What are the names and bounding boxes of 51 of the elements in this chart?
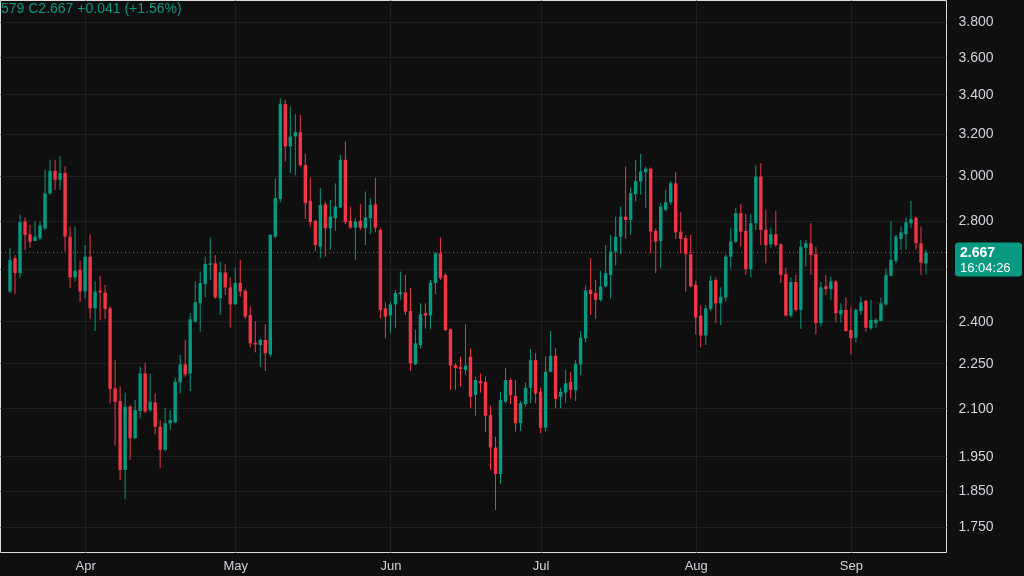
candlestick — [93, 280, 97, 332]
candlestick — [178, 354, 182, 394]
y-tick-label: 3.000 — [958, 167, 994, 184]
ref-line-label: 2.667 — [960, 243, 996, 260]
candlestick — [598, 270, 603, 303]
candlestick — [348, 206, 353, 230]
candlestick — [373, 177, 378, 233]
y-tick-label: 3.800 — [958, 13, 994, 30]
candlestick — [398, 271, 403, 301]
y-tick-label: 1.750 — [958, 518, 994, 535]
y-tick-label: 3.200 — [958, 125, 994, 142]
candlestick — [593, 279, 598, 320]
candlestick — [158, 419, 162, 469]
candlestick — [769, 227, 773, 249]
y-tick-label: 2.400 — [958, 312, 994, 329]
x-tick-label: Sep — [839, 557, 863, 573]
candlestick — [58, 155, 62, 191]
y-tick-label: 3.600 — [958, 48, 994, 65]
y-tick-label: 2.100 — [958, 399, 994, 416]
text: 16:04:26 — [960, 259, 1011, 275]
candlestick — [829, 276, 833, 301]
y-tick-label: 1.950 — [958, 447, 994, 464]
candlestick — [664, 189, 668, 213]
candlestick — [148, 372, 152, 413]
y-tick-label: 2.800 — [958, 212, 994, 229]
candlestick — [78, 260, 82, 303]
candlestick — [13, 254, 17, 295]
x-tick-label: Jun — [380, 557, 402, 573]
candlestick — [654, 227, 658, 274]
x-tick-label: Apr — [75, 557, 97, 573]
y-tick-label: 3.400 — [958, 85, 994, 102]
candlestick — [764, 209, 768, 264]
candlestick — [563, 369, 568, 404]
candlestick — [839, 302, 843, 323]
x-tick-label: May — [223, 557, 249, 573]
candlestick — [183, 339, 187, 378]
candlestick — [53, 159, 57, 191]
candlestick — [824, 274, 828, 296]
x-tick-label: Jul — [532, 557, 550, 573]
candlestick — [388, 301, 393, 334]
candlestick — [238, 259, 242, 298]
annotation: 579 C2.667 +0.041 (+1.56%) — [1, 0, 182, 16]
x-tick-label: Aug — [684, 557, 708, 573]
candlestick — [383, 301, 388, 339]
y-tick-label: 2.250 — [958, 354, 994, 371]
candlestick — [739, 203, 743, 248]
candlestick — [48, 159, 52, 196]
y-tick-label: 1.850 — [958, 482, 994, 499]
candlestick — [423, 302, 428, 329]
candlestick — [919, 226, 923, 276]
candlestick — [358, 203, 363, 231]
